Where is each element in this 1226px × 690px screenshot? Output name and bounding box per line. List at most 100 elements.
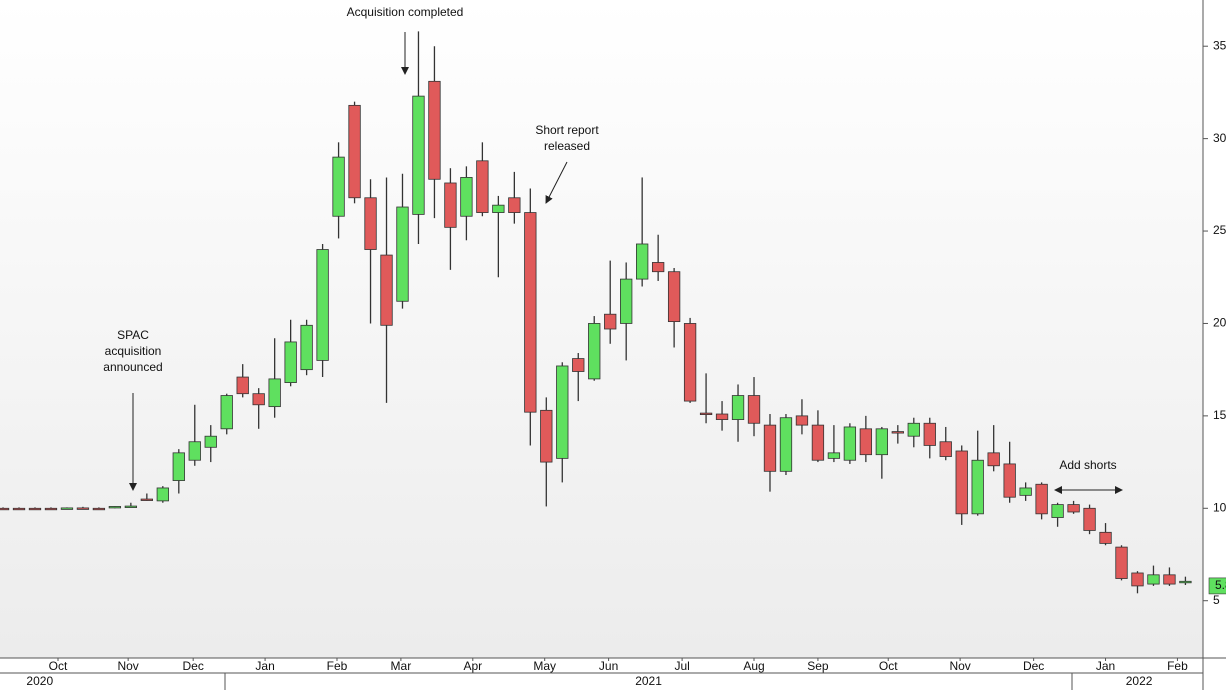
candle-body [827,452,841,459]
candle-body [779,417,793,472]
candle-body [396,206,409,302]
x-tick-label: Nov [117,659,138,673]
annotation: Short report [535,123,599,137]
candle-body [1019,487,1032,496]
candle-body [955,450,968,515]
last-price-box [1208,577,1226,595]
annotation: Add shorts [1059,458,1116,472]
candle-body [987,452,1000,467]
candle-body [1131,572,1144,587]
candle-body [859,428,873,456]
candle-body [380,254,393,326]
candle-body [428,80,441,180]
x-tick-label: Feb [327,659,348,673]
last-price-label: 5.8 [1215,578,1226,592]
candle-body [1115,546,1128,579]
candle-body [300,324,313,371]
candle-body [1003,463,1016,498]
x-tick-label: Oct [879,659,898,673]
candle-body [28,507,42,511]
plot-background [0,0,1203,658]
x-tick-label: Nov [949,659,970,673]
y-tick-label: 35 [1213,38,1226,52]
candle-body [604,313,617,330]
candle-body [1083,507,1096,531]
candle-body [875,428,888,456]
x-tick-label: Dec [1023,659,1044,673]
x-tick-label: Jul [674,659,689,673]
candle-body [172,452,185,481]
x-tick-label: Jun [599,659,618,673]
candle-body [971,459,984,515]
annotation: acquisition [105,344,162,358]
candle-body [332,156,345,217]
candle-body [508,197,521,213]
candle-body [907,422,920,437]
candle-body [348,104,361,199]
candle-body [188,441,201,461]
candle-body [1067,504,1080,513]
year-label: 2021 [635,674,662,688]
candle-body [699,412,713,415]
candle-body [268,378,281,408]
candle-body [236,376,249,395]
candle-body [620,278,633,324]
candle-body [316,249,329,361]
candle-body [1147,574,1160,585]
candle-body [843,426,857,461]
candle-body [124,505,138,508]
candle-body [540,409,553,463]
candle-body [715,413,729,420]
candle-body [12,507,26,511]
annotation: announced [103,360,162,374]
candle-body [588,323,601,380]
x-tick-label: Aug [743,659,764,673]
x-tick-label: May [533,659,556,673]
candle-body [939,441,952,457]
candle-body [108,506,122,509]
candle-body [140,498,153,501]
candle-body [747,395,761,424]
candle-body [1051,504,1064,518]
candle-body [412,95,425,215]
candle-body [683,323,697,402]
candle-body [1179,580,1192,584]
candle-body [667,271,681,323]
candle-body [0,507,10,511]
candle-body [636,243,649,280]
candle-body [364,197,377,250]
candle-body [923,422,936,446]
x-tick-label: Sep [807,659,829,673]
annotation: Acquisition completed [347,5,464,19]
candle-body [572,358,585,372]
y-tick-label: 25 [1213,223,1226,237]
y-tick-label: 15 [1213,408,1226,422]
year-label: 2022 [1126,674,1153,688]
candle-body [60,507,74,510]
x-tick-label: Apr [463,659,482,673]
x-tick-label: Dec [183,659,204,673]
candle-body [492,204,505,213]
candle-body [1163,574,1176,585]
candle-body [476,160,489,213]
candle-body [731,395,745,420]
annotation: SPAC [117,328,149,342]
candle-body [156,487,169,502]
x-tick-label: Jan [1096,659,1115,673]
candle-body [1035,483,1048,515]
candle-body [204,435,217,448]
candle-body [460,177,473,217]
candle-body [811,424,825,461]
candle-body [891,431,904,434]
annotation: released [544,139,590,153]
candle-body [1099,531,1112,544]
year-label: 2020 [26,674,53,688]
candle-body [444,182,457,228]
candle-body [651,262,665,273]
annotation-arrow [545,161,568,204]
candle-body [284,341,297,384]
x-tick-label: Jan [255,659,274,673]
candle-body [795,415,809,426]
candle-body [556,365,569,459]
